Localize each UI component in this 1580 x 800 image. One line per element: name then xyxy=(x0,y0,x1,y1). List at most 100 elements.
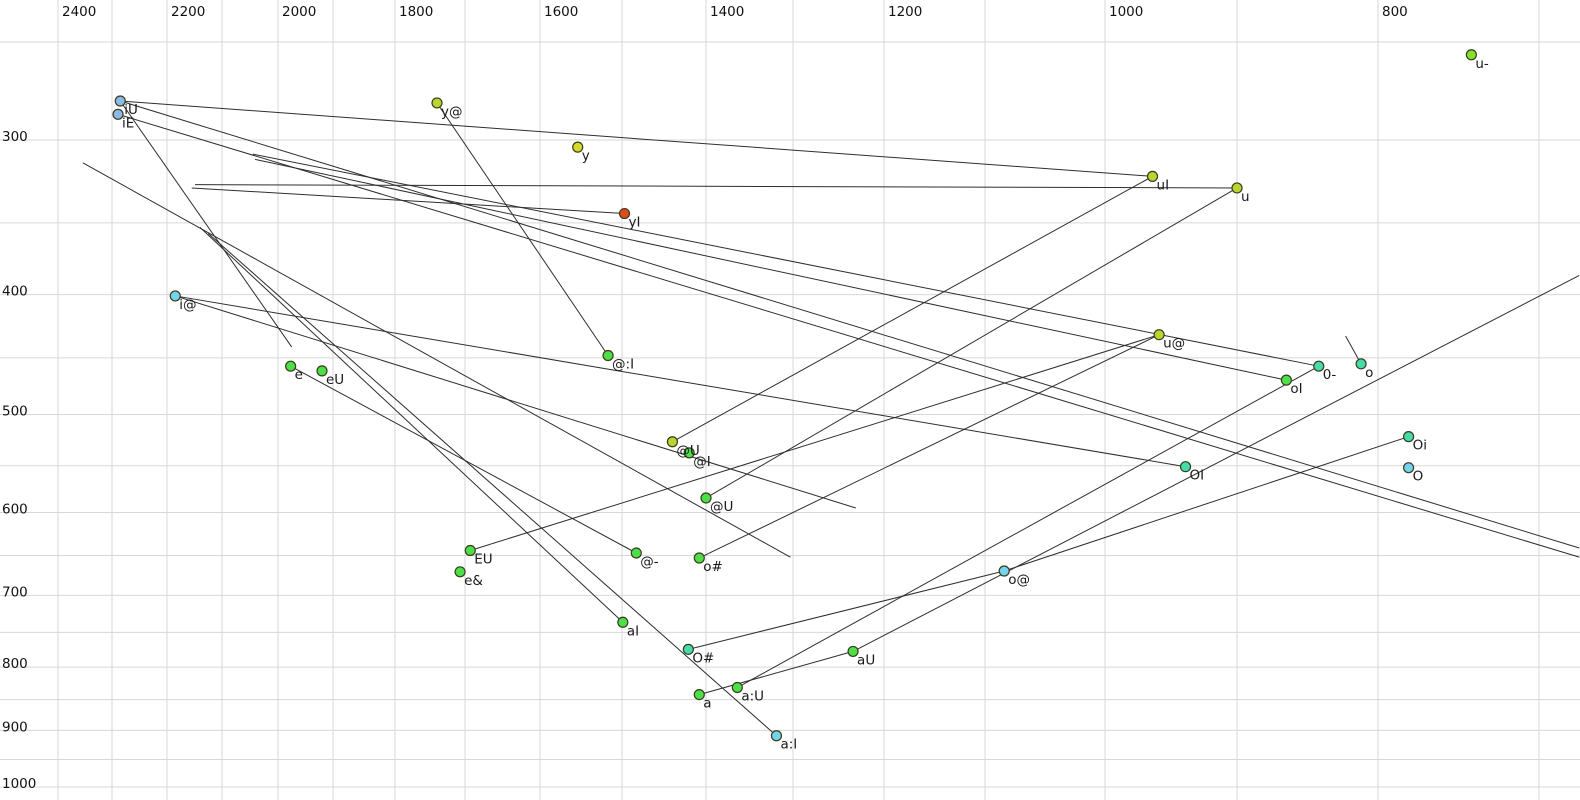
vowel-trajectory-line xyxy=(699,334,1160,559)
vowel-trajectory-line xyxy=(120,100,1580,549)
x-axis-tick-label: 1200 xyxy=(888,4,922,20)
vowel-trajectory-line xyxy=(82,162,791,558)
vowel-point-label: a:U xyxy=(741,689,764,705)
vowel-point-label: O xyxy=(1413,469,1424,485)
vowel-point-oI[interactable] xyxy=(1280,374,1292,386)
vowel-point-O#[interactable] xyxy=(682,643,694,655)
vowel-point-yI[interactable] xyxy=(618,207,631,220)
vowel-point-label: o@ xyxy=(1008,572,1030,588)
vowel-trajectory-line xyxy=(117,113,1580,558)
vowel-trajectory-line xyxy=(252,153,1319,367)
vowel-point-iU[interactable] xyxy=(114,95,126,107)
vowel-point-eU[interactable] xyxy=(316,365,328,377)
vowel-point-uI[interactable] xyxy=(1146,170,1159,182)
vowel-point-label: e& xyxy=(464,573,483,589)
x-axis-tick-label: 1600 xyxy=(544,4,578,20)
y-axis-tick-label: 500 xyxy=(2,404,28,420)
vowel-point-EU[interactable] xyxy=(464,544,476,557)
vowel-trajectory-line xyxy=(672,175,1153,443)
vowel-point-e[interactable] xyxy=(285,360,297,372)
vowel-point-@-[interactable] xyxy=(630,547,642,559)
vowel-trajectory-line xyxy=(254,158,1287,381)
vowel-point-O[interactable] xyxy=(1402,462,1415,474)
vowel-point-label: uI xyxy=(1157,177,1170,193)
vowel-point-label: u- xyxy=(1475,56,1489,72)
y-axis-tick-label: 300 xyxy=(2,129,28,145)
vowel-point-OI[interactable] xyxy=(1179,461,1192,473)
vowel-trajectory-line xyxy=(119,100,293,348)
vowel-point-Oi[interactable] xyxy=(1402,431,1415,443)
x-axis-tick-label: 1800 xyxy=(399,4,433,20)
vowel-point-aI[interactable] xyxy=(617,616,629,628)
vowel-point-0-[interactable] xyxy=(1313,360,1325,372)
vowel-point-e&[interactable] xyxy=(454,566,466,578)
vowel-point-label: a:I xyxy=(780,737,797,753)
vowel-point-label: yI xyxy=(629,215,641,231)
vowel-point-label: eU xyxy=(326,372,344,388)
vowel-point-@:I[interactable] xyxy=(602,349,614,362)
vowel-trajectory-line xyxy=(175,295,856,509)
vowel-point-aU[interactable] xyxy=(847,645,859,658)
vowel-trajectory-line xyxy=(852,275,1580,652)
vowel-point-i@[interactable] xyxy=(169,290,181,302)
vowel-trajectory-line xyxy=(207,233,777,737)
vowel-point-label: o xyxy=(1365,365,1373,381)
vowel-point-a[interactable] xyxy=(693,688,705,701)
vowel-point-label: iU xyxy=(124,102,138,118)
x-axis-tick-label: 1400 xyxy=(710,4,744,20)
vowel-point-@U[interactable] xyxy=(700,492,712,504)
vowel-point-label: o# xyxy=(703,559,723,575)
vowel-point-label: aI xyxy=(627,623,639,639)
vowel-point-o[interactable] xyxy=(1355,358,1367,370)
vowel-trajectory-line xyxy=(470,334,1160,552)
vowel-trajectory-line xyxy=(1004,436,1409,572)
vowel-point-label: u@ xyxy=(1163,336,1185,352)
vowel-point-@U[interactable] xyxy=(666,436,679,448)
vowel-point-label: O# xyxy=(692,650,714,666)
vowel-trajectory-line xyxy=(737,365,1320,688)
vowel-point-label: e xyxy=(295,367,303,383)
vowel-point-label: @- xyxy=(640,554,659,570)
vowel-trajectory-line xyxy=(195,184,1238,189)
vowel-trajectory-line xyxy=(699,650,854,696)
vowel-point-iE[interactable] xyxy=(112,108,124,120)
vowel-trajectory-line xyxy=(175,295,1186,468)
vowel-point-label: @U xyxy=(676,443,699,459)
vowel-trajectory-line xyxy=(191,187,625,215)
vowel-point-label: 0- xyxy=(1323,367,1337,383)
vowel-point-label: @U xyxy=(710,499,733,515)
x-axis-tick-label: 2400 xyxy=(62,4,96,20)
vowel-point-o#[interactable] xyxy=(693,552,705,564)
vowel-point-y@[interactable] xyxy=(431,97,443,109)
vowel-point-label: iE xyxy=(122,115,134,131)
vowel-point-label: aU xyxy=(857,652,875,668)
vowel-point-u-[interactable] xyxy=(1465,49,1477,61)
x-axis-tick-label: 2000 xyxy=(282,4,316,20)
vowel-trajectory-line xyxy=(688,570,1005,650)
vowel-point-u@[interactable] xyxy=(1153,329,1165,341)
vowel-point-label: EU xyxy=(474,552,492,568)
vowel-point-label: @:I xyxy=(612,357,634,373)
vowel-trajectory-line xyxy=(436,102,609,356)
vowel-point-u[interactable] xyxy=(1231,182,1243,194)
y-axis-tick-label: 600 xyxy=(2,501,28,517)
y-axis-tick-label: 900 xyxy=(2,719,28,735)
vowel-trajectory-line xyxy=(705,187,1238,499)
y-axis-tick-label: 700 xyxy=(2,584,28,600)
vowel-point-y[interactable] xyxy=(572,141,584,153)
x-axis-tick-label: 1000 xyxy=(1109,4,1143,20)
vowel-trajectory-line xyxy=(199,227,624,623)
vowel-point-label: OI xyxy=(1190,468,1205,484)
vowel-point-label: y xyxy=(582,148,590,164)
vowel-point-@I[interactable] xyxy=(683,447,695,459)
vowel-point-o@[interactable] xyxy=(998,565,1010,577)
vowel-point-label: i@ xyxy=(179,297,196,313)
x-axis-tick-label: 800 xyxy=(1382,4,1408,20)
y-axis-tick-label: 1000 xyxy=(2,776,36,792)
vowel-point-label: u xyxy=(1241,189,1250,205)
vowel-point-a:I[interactable] xyxy=(770,730,783,742)
vowel-point-a:U[interactable] xyxy=(731,681,743,694)
y-axis-tick-label: 800 xyxy=(2,656,28,672)
